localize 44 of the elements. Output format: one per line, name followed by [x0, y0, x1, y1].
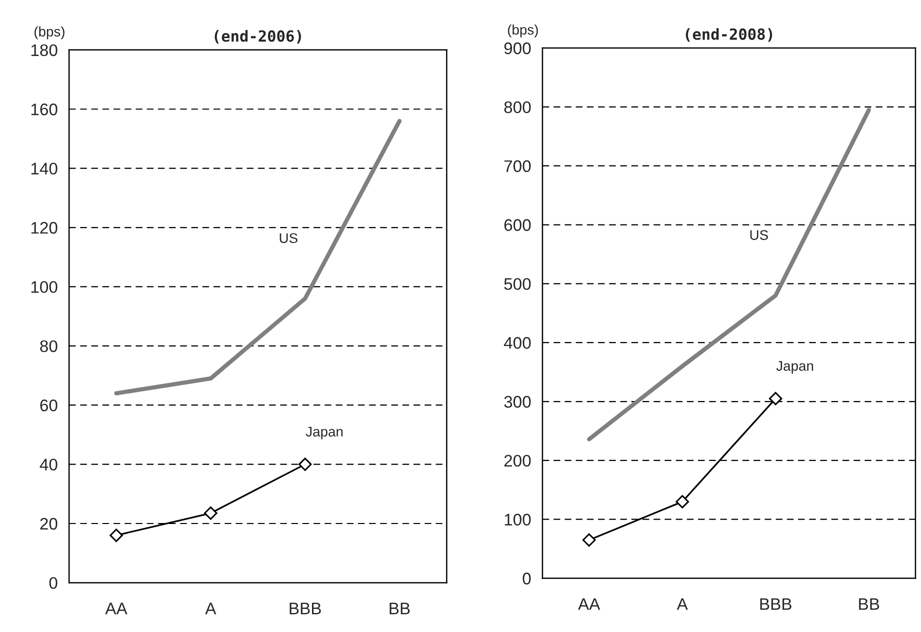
- y-tick-label: 160: [31, 104, 58, 116]
- point: [204, 506, 218, 520]
- y-tick-label: 140: [31, 162, 58, 175]
- y-tick-label: 500: [504, 278, 531, 290]
- y-tick-label: 700: [504, 160, 531, 172]
- point: [768, 392, 782, 406]
- line-series: [587, 108, 871, 442]
- point: [582, 533, 596, 547]
- y-tick-label: 120: [31, 222, 58, 234]
- x-tick-label: BB: [390, 602, 410, 614]
- y-tick-label: 0: [49, 577, 58, 589]
- line-series: [114, 118, 402, 396]
- y-tick-label: 600: [504, 219, 531, 231]
- y-tick-label: 800: [504, 101, 531, 114]
- y-tick-label: 400: [504, 337, 531, 349]
- x-tick-label: AA: [105, 602, 128, 614]
- y-tick-label: 300: [504, 396, 531, 408]
- x-tick-label: AA: [578, 598, 600, 610]
- y-tick-label: 180: [31, 44, 58, 56]
- y-tick-label: 100: [504, 514, 531, 526]
- y-axis-title: (bps): [508, 24, 538, 38]
- x-tick-label: BB: [859, 598, 880, 610]
- point: [110, 528, 123, 542]
- y-tick-label: 80: [40, 340, 58, 352]
- point: [676, 495, 690, 508]
- y-tick-label: 900: [504, 42, 531, 54]
- series-label: Japan: [776, 361, 814, 374]
- series-label: Japan: [306, 426, 343, 440]
- y-tick-label: 100: [31, 281, 58, 293]
- y-tick-label: 20: [40, 518, 58, 530]
- y-tick-label: 200: [504, 454, 531, 467]
- y-tick-label: 0: [522, 572, 531, 584]
- point: [298, 458, 312, 471]
- y-axis-title: (bps): [34, 26, 64, 40]
- x-tick-label: BBB: [760, 598, 792, 610]
- x-tick-label: A: [205, 602, 216, 614]
- text: US: [280, 233, 298, 244]
- x-tick-label: A: [676, 598, 688, 610]
- chart-title: (end-2008): [686, 28, 772, 42]
- text: US: [750, 230, 768, 240]
- y-tick-label: 60: [40, 400, 58, 412]
- chart-title: (end-2006): [214, 30, 302, 44]
- y-tick-label: 40: [40, 458, 58, 471]
- x-tick-label: BBB: [290, 602, 321, 614]
